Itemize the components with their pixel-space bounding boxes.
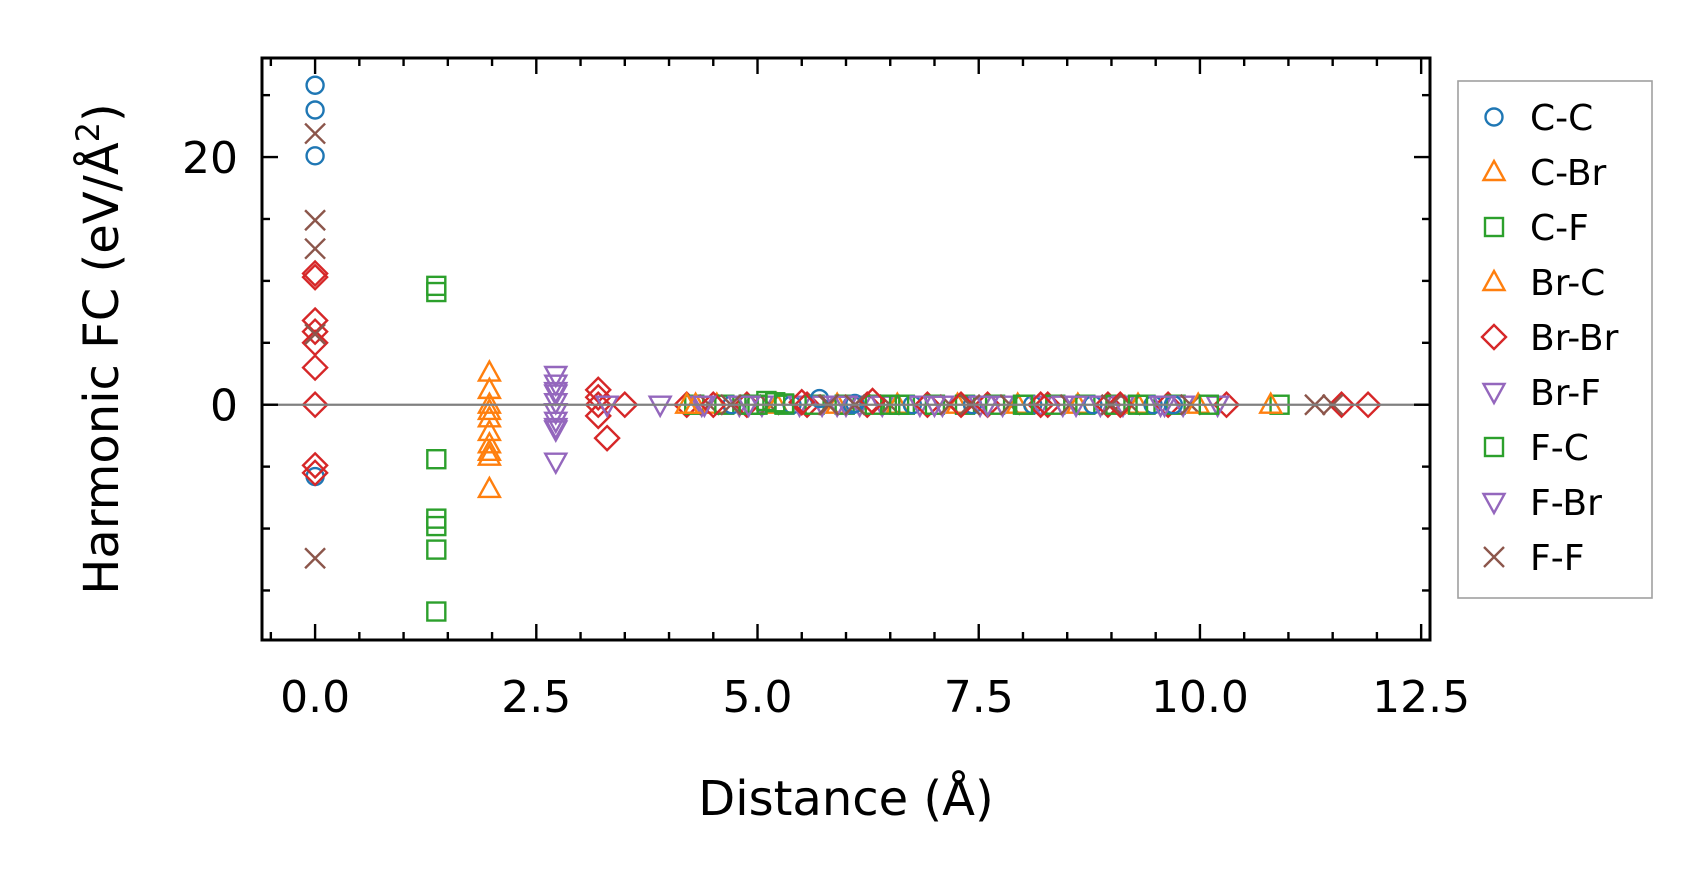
data-point-c-br xyxy=(476,418,502,442)
data-point-f-f xyxy=(304,209,326,232)
data-point-c-f xyxy=(426,281,447,303)
data-point-br-br xyxy=(301,459,329,487)
data-point-br-f xyxy=(691,395,717,419)
data-point-c-f xyxy=(426,275,447,297)
data-point-f-f xyxy=(304,547,326,570)
data-point-f-br xyxy=(543,381,569,405)
data-point-c-br xyxy=(476,391,502,414)
data-point-c-br xyxy=(1185,391,1211,414)
legend-marker-c-br xyxy=(1481,158,1507,182)
data-point-br-br xyxy=(593,424,621,452)
data-point-f-f xyxy=(304,122,326,145)
data-point-br-c xyxy=(1258,391,1284,414)
data-point-f-f xyxy=(304,237,326,260)
data-point-br-f xyxy=(921,395,948,419)
data-point-br-f xyxy=(543,452,569,476)
data-point-br-br xyxy=(858,387,887,415)
y-tick-label: 0 xyxy=(210,381,238,432)
data-point-br-br xyxy=(699,391,727,419)
legend-marker-br-c xyxy=(1481,268,1507,292)
y-axis-label-superscript: 2 xyxy=(69,122,107,142)
data-point-c-br xyxy=(476,430,502,454)
x-tick-label: 0.0 xyxy=(280,672,350,723)
legend-label-f-f: F-F xyxy=(1530,538,1584,579)
plot-frame xyxy=(260,56,1432,642)
data-point-c-f xyxy=(426,515,447,537)
legend-marker-c-c xyxy=(1484,107,1504,127)
chart-marks xyxy=(301,75,1382,622)
x-axis-label: Distance (Å) xyxy=(698,770,993,827)
y-axis-label-main: Harmonic FC (eV/Å xyxy=(73,142,130,595)
data-point-c-f xyxy=(426,508,447,529)
x-tick-label: 2.5 xyxy=(501,672,571,723)
data-point-f-f xyxy=(304,323,326,345)
data-point-c-c xyxy=(305,75,325,95)
data-point-br-c xyxy=(476,397,502,421)
data-point-br-br xyxy=(1327,391,1356,419)
legend-label-br-br: Br-Br xyxy=(1530,318,1619,359)
data-point-br-f xyxy=(594,395,620,419)
legend-marker-f-f xyxy=(1483,546,1505,568)
data-point-br-br xyxy=(584,383,612,411)
y-axis-label: Harmonic FC (eV/Å2) xyxy=(69,103,130,595)
y-axis-label-close: ) xyxy=(74,103,130,122)
data-point-br-br xyxy=(301,353,329,382)
axis-ticks xyxy=(262,58,1430,640)
data-point-f-br xyxy=(975,395,1001,419)
legend-marker-f-c xyxy=(1483,436,1505,458)
data-point-br-br xyxy=(301,391,329,419)
data-point-br-f xyxy=(1063,395,1089,419)
data-point-c-c xyxy=(305,100,325,120)
data-point-f-br xyxy=(736,395,762,419)
legend-label-f-c: F-C xyxy=(1530,428,1589,469)
data-point-f-br xyxy=(1152,395,1178,419)
data-point-c-c xyxy=(305,146,325,166)
data-point-f-c xyxy=(773,393,795,414)
data-point-br-br xyxy=(301,263,329,291)
legend-label-c-c: C-C xyxy=(1530,98,1593,139)
data-point-br-br xyxy=(1354,391,1382,419)
data-point-br-c xyxy=(683,391,709,414)
data-point-br-br xyxy=(301,451,329,480)
data-point-c-f xyxy=(426,539,447,560)
y-tick-label: 20 xyxy=(182,133,238,184)
x-tick-label: 12.5 xyxy=(1372,672,1470,723)
legend-marker-c-f xyxy=(1483,216,1505,238)
legend-label-br-c: Br-C xyxy=(1530,263,1605,304)
legend-marker-br-f xyxy=(1481,382,1507,406)
data-point-br-br xyxy=(611,391,639,419)
legend-label-c-f: C-F xyxy=(1530,208,1589,249)
legend-label-br-f: Br-F xyxy=(1530,373,1601,414)
legend-marker-br-br xyxy=(1480,323,1508,351)
legend-marker-f-br xyxy=(1481,492,1507,516)
x-tick-label: 10.0 xyxy=(1151,672,1249,723)
legend-label-f-br: F-Br xyxy=(1530,483,1602,524)
legend-label-c-br: C-Br xyxy=(1530,153,1607,194)
x-tick-label: 5.0 xyxy=(723,672,793,723)
axis-tick-labels: 0.0 2.5 5.0 7.5 10.0 12.5 0 20 xyxy=(182,133,1470,723)
x-tick-label: 7.5 xyxy=(944,672,1014,723)
data-point-br-br xyxy=(584,391,612,419)
data-point-c-f xyxy=(426,601,447,622)
data-point-br-c xyxy=(476,438,502,461)
data-point-c-br xyxy=(476,475,502,499)
data-point-c-f xyxy=(426,449,447,470)
data-point-br-br xyxy=(301,259,329,288)
data-point-br-br xyxy=(947,391,975,419)
data-point-c-br xyxy=(476,443,502,466)
legend: C-C C-Br C-F Br-C Br-Br Br-F F-C F-Br F-F xyxy=(1457,80,1653,599)
data-point-br-f xyxy=(647,395,673,419)
data-point-f-br xyxy=(543,417,569,441)
data-point-c-br xyxy=(476,404,502,428)
